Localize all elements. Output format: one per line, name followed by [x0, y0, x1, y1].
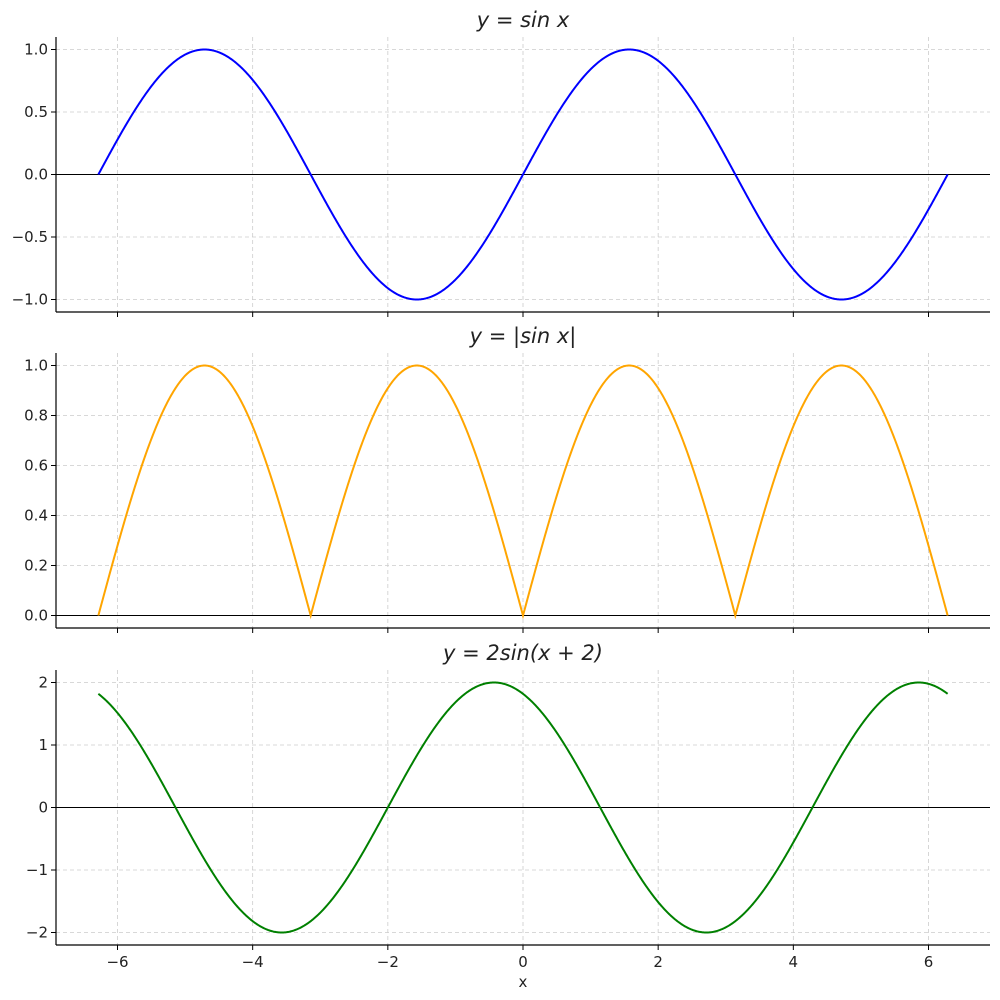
series-line	[97, 48, 949, 301]
y-tick-label: 0.8	[24, 407, 48, 425]
x-tick-label: 2	[653, 953, 663, 971]
y-tick-label: 0.0	[24, 607, 48, 625]
series-line	[97, 681, 949, 934]
x-tick-label: 0	[518, 953, 528, 971]
y-tick-label: −2	[26, 924, 48, 942]
y-tick-label: 0.5	[24, 103, 48, 121]
y-tick-label: 0.4	[24, 507, 48, 525]
x-tick-label: −6	[106, 953, 128, 971]
x-axis-label: x	[519, 973, 528, 991]
y-tick-label: 0.0	[24, 166, 48, 184]
x-tick-label: 6	[924, 953, 934, 971]
y-tick-label: −0.5	[12, 228, 48, 246]
y-tick-label: 0.6	[24, 457, 48, 475]
y-tick-label: 1	[38, 736, 48, 754]
y-tick-label: 1.0	[24, 357, 48, 375]
y-tick-label: −1	[26, 861, 48, 879]
x-tick-label: −2	[377, 953, 399, 971]
y-tick-label: 0	[38, 799, 48, 817]
y-tick-label: −1.0	[12, 291, 48, 309]
subplot-title: y = |sin x|	[469, 324, 577, 349]
subplot-title: y = sin x	[476, 8, 570, 32]
subplot-3: −6 −4 −2 0 2 4 6 −2 −1 0 1 2 y = 2sin(x + 2) x	[26, 641, 990, 991]
x-tick-label: −4	[242, 953, 264, 971]
y-tick-label: 1.0	[24, 41, 48, 59]
series-line	[97, 364, 949, 620]
y-tick-label: 0.2	[24, 557, 48, 575]
y-tick-label: 2	[38, 674, 48, 692]
subplot-1: −1.0 −0.5 0.0 0.5 1.0 y = sin x	[12, 8, 990, 317]
subplot-title: y = 2sin(x + 2)	[442, 641, 603, 665]
subplot-2: 0.0 0.2 0.4 0.6 0.8 1.0 y = |sin x|	[24, 324, 990, 633]
x-tick-label: 4	[789, 953, 799, 971]
